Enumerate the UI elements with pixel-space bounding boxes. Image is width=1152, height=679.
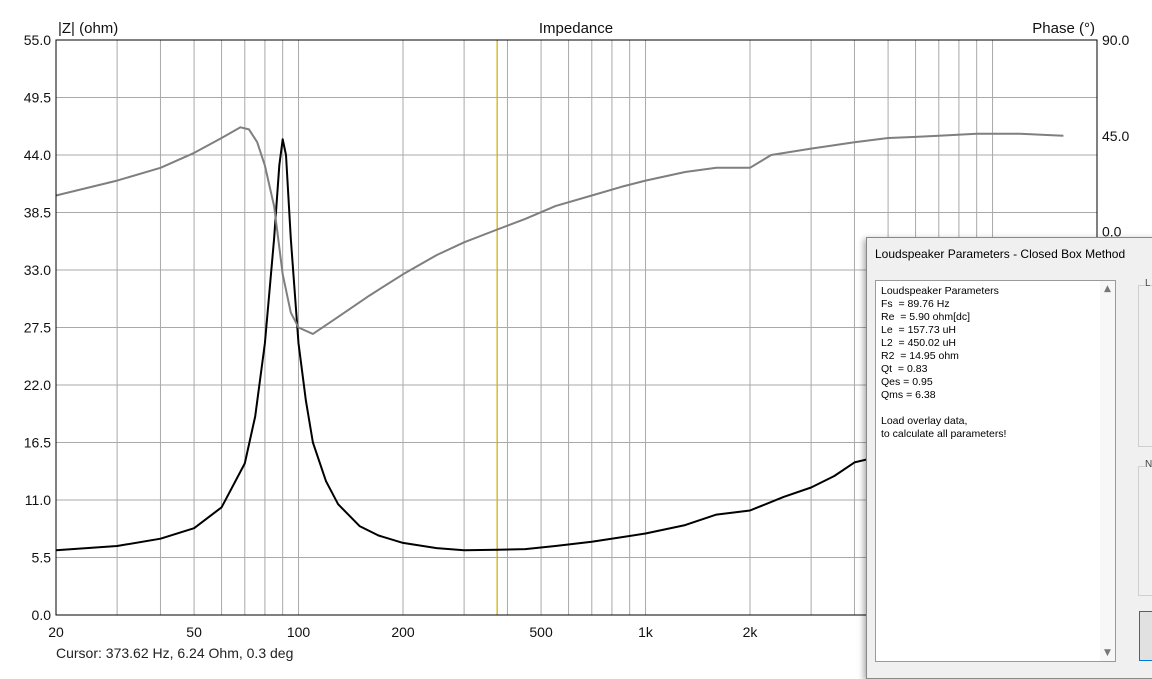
y-right-tick-label: 45.0 [1102,128,1129,144]
scroll-down-icon[interactable]: ▼ [1104,648,1111,658]
groupbox-2-label: N [1145,459,1152,470]
impedance-curve [55,138,906,552]
y-left-tick-label: 44.0 [24,147,51,163]
dialog-button[interactable] [1139,611,1152,661]
x-tick-label: 100 [287,624,311,640]
x-tick-label: 200 [391,624,415,640]
phase-curve [55,126,1064,335]
y-left-tick-label: 16.5 [24,435,51,451]
x-tick-label: 1k [638,624,654,640]
parameters-textbox[interactable]: Loudspeaker Parameters Fs = 89.76 Hz Re … [875,280,1116,662]
y-left-tick-label: 33.0 [24,262,51,278]
chart-title: Impedance [539,20,613,37]
vertical-scrollbar[interactable]: ▲ ▼ [1100,281,1115,661]
series-layer [55,126,1064,552]
y-right-tick-label: 90.0 [1102,32,1129,48]
y-left-tick-label: 0.0 [32,607,52,623]
y-left-tick-label: 38.5 [24,205,51,221]
tick-labels: 20501002005001k2k5k0.05.511.016.522.027.… [24,32,1134,640]
x-tick-label: 50 [186,624,202,640]
groupbox-2 [1138,466,1152,596]
y-left-tick-label: 55.0 [24,32,51,48]
scroll-up-icon[interactable]: ▲ [1104,284,1111,294]
groupbox-1-label: L [1145,278,1151,289]
y-left-tick-label: 11.0 [25,492,51,508]
groupbox-1 [1138,285,1152,447]
cursor-readout: Cursor: 373.62 Hz, 6.24 Ohm, 0.3 deg [56,645,294,661]
y-left-tick-label: 22.0 [24,377,51,393]
x-tick-label: 20 [48,624,64,640]
dialog-title: Loudspeaker Parameters - Closed Box Meth… [875,247,1126,261]
loudspeaker-parameters-dialog[interactable]: Loudspeaker Parameters - Closed Box Meth… [866,237,1152,679]
y-left-tick-label: 49.5 [24,90,51,106]
x-tick-label: 500 [529,624,553,640]
y-left-tick-label: 5.5 [32,550,52,566]
y-left-axis-label: |Z| (ohm) [58,20,118,37]
x-tick-label: 2k [743,624,759,640]
y-left-tick-label: 27.5 [24,320,51,336]
y-right-tick-label: 0.0 [1102,224,1122,240]
y-right-axis-label: Phase (°) [1032,20,1095,37]
parameters-text: Loudspeaker Parameters Fs = 89.76 Hz Re … [881,285,1007,440]
